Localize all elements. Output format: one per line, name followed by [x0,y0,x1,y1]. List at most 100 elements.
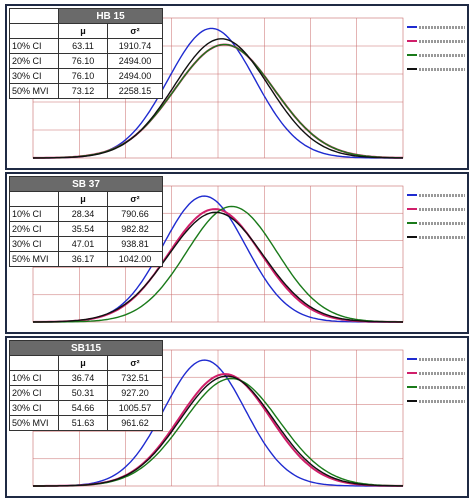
legend-entry [407,20,465,34]
sample-name: SB115 [9,340,163,356]
mu-value: 47.01 [58,236,108,252]
mu-value: 35.54 [58,221,108,237]
row-label: 10% CI [9,370,59,386]
variance-value: 1910.74 [107,38,163,54]
mu-value: 73.12 [58,83,108,99]
mu-value: 50.31 [58,385,108,401]
variance-header: σ² [107,23,163,39]
legend-entry [407,366,465,380]
stats-table-sb37: SB 37 μ σ² 10% CI 28.34 790.66 20% CI 35.54 9… [9,176,163,267]
legend-text-blur [419,385,465,389]
row-label: 30% CI [9,236,59,252]
legend-text-blur [419,221,465,225]
legend-text-blur [419,371,465,375]
legend-entry [407,394,465,408]
legend-swatch [407,194,417,196]
chart-panel-hb15: HB 15 μ σ² 10% CI 63.11 1910.74 20% CI 76.10… [5,4,469,170]
series-line-50-mvi [32,38,403,159]
legend-text-blur [419,25,465,29]
table-row: 50% MVI 51.63 961.62 [9,415,163,431]
legend-text-blur [419,399,465,403]
mu-header: μ [58,191,108,207]
variance-value: 2494.00 [107,53,163,69]
mu-header: μ [58,23,108,39]
legend-swatch [407,26,417,28]
table-row: 20% CI 50.31 927.20 [9,385,163,401]
mu-value: 54.66 [58,400,108,416]
table-row: 30% CI 47.01 938.81 [9,236,163,252]
stats-table-sb115: SB115 μ σ² 10% CI 36.74 732.51 20% CI 50.31 9… [9,340,163,431]
legend [407,20,465,76]
table-row: 10% CI 63.11 1910.74 [9,38,163,54]
legend [407,188,465,244]
row-label: 30% CI [9,68,59,84]
variance-value: 927.20 [107,385,163,401]
variance-value: 1005.57 [107,400,163,416]
series-line-50-mvi [33,375,403,487]
table-row: 10% CI 36.74 732.51 [9,370,163,386]
table-row: 20% CI 35.54 982.82 [9,221,163,237]
row-label: 50% MVI [9,415,59,431]
legend-swatch [407,386,417,388]
legend-swatch [407,40,417,42]
legend-text-blur [419,357,465,361]
table-row: 20% CI 76.10 2494.00 [9,53,163,69]
row-label: 20% CI [9,53,59,69]
row-label: 10% CI [9,38,59,54]
variance-value: 2258.15 [107,83,163,99]
legend-text-blur [419,235,465,239]
variance-value: 732.51 [107,370,163,386]
legend-text-blur [419,67,465,71]
series-line-50-mvi [33,211,404,323]
mu-value: 36.17 [58,251,108,267]
variance-value: 2494.00 [107,68,163,84]
table-row: 50% MVI 73.12 2258.15 [9,83,163,99]
row-label: 20% CI [9,385,59,401]
legend-swatch [407,222,417,224]
variance-value: 961.62 [107,415,163,431]
legend-entry [407,34,465,48]
legend-swatch [407,400,417,402]
legend-entry [407,62,465,76]
row-label: 30% CI [9,400,59,416]
legend-text-blur [419,207,465,211]
legend-text-blur [419,53,465,57]
legend-swatch [407,236,417,238]
variance-header: σ² [107,191,163,207]
legend-entry [407,188,465,202]
table-row: 50% MVI 36.17 1042.00 [9,251,163,267]
sample-name: SB 37 [9,176,163,192]
legend-swatch [407,372,417,374]
legend-swatch [407,358,417,360]
chart-panel-sb37: SB 37 μ σ² 10% CI 28.34 790.66 20% CI 35.54 9… [5,172,469,334]
variance-header: σ² [107,355,163,371]
legend-swatch [407,68,417,70]
variance-value: 790.66 [107,206,163,222]
variance-value: 1042.00 [107,251,163,267]
legend-swatch [407,208,417,210]
table-row: 10% CI 28.34 790.66 [9,206,163,222]
stats-table-hb15: HB 15 μ σ² 10% CI 63.11 1910.74 20% CI 76.10… [9,8,163,99]
mu-header: μ [58,355,108,371]
mu-value: 51.63 [58,415,108,431]
legend-entry [407,230,465,244]
row-label: 20% CI [9,221,59,237]
legend-swatch [407,54,417,56]
variance-value: 982.82 [107,221,163,237]
legend-text-blur [419,39,465,43]
row-label: 10% CI [9,206,59,222]
sample-name: HB 15 [58,8,163,24]
legend-entry [407,380,465,394]
legend [407,352,465,408]
row-label: 50% MVI [9,83,59,99]
mu-value: 28.34 [58,206,108,222]
legend-entry [407,352,465,366]
table-row: 30% CI 76.10 2494.00 [9,68,163,84]
row-label: 50% MVI [9,251,59,267]
legend-text-blur [419,193,465,197]
mu-value: 36.74 [58,370,108,386]
mu-value: 63.11 [58,38,108,54]
legend-entry [407,202,465,216]
table-row: 30% CI 54.66 1005.57 [9,400,163,416]
